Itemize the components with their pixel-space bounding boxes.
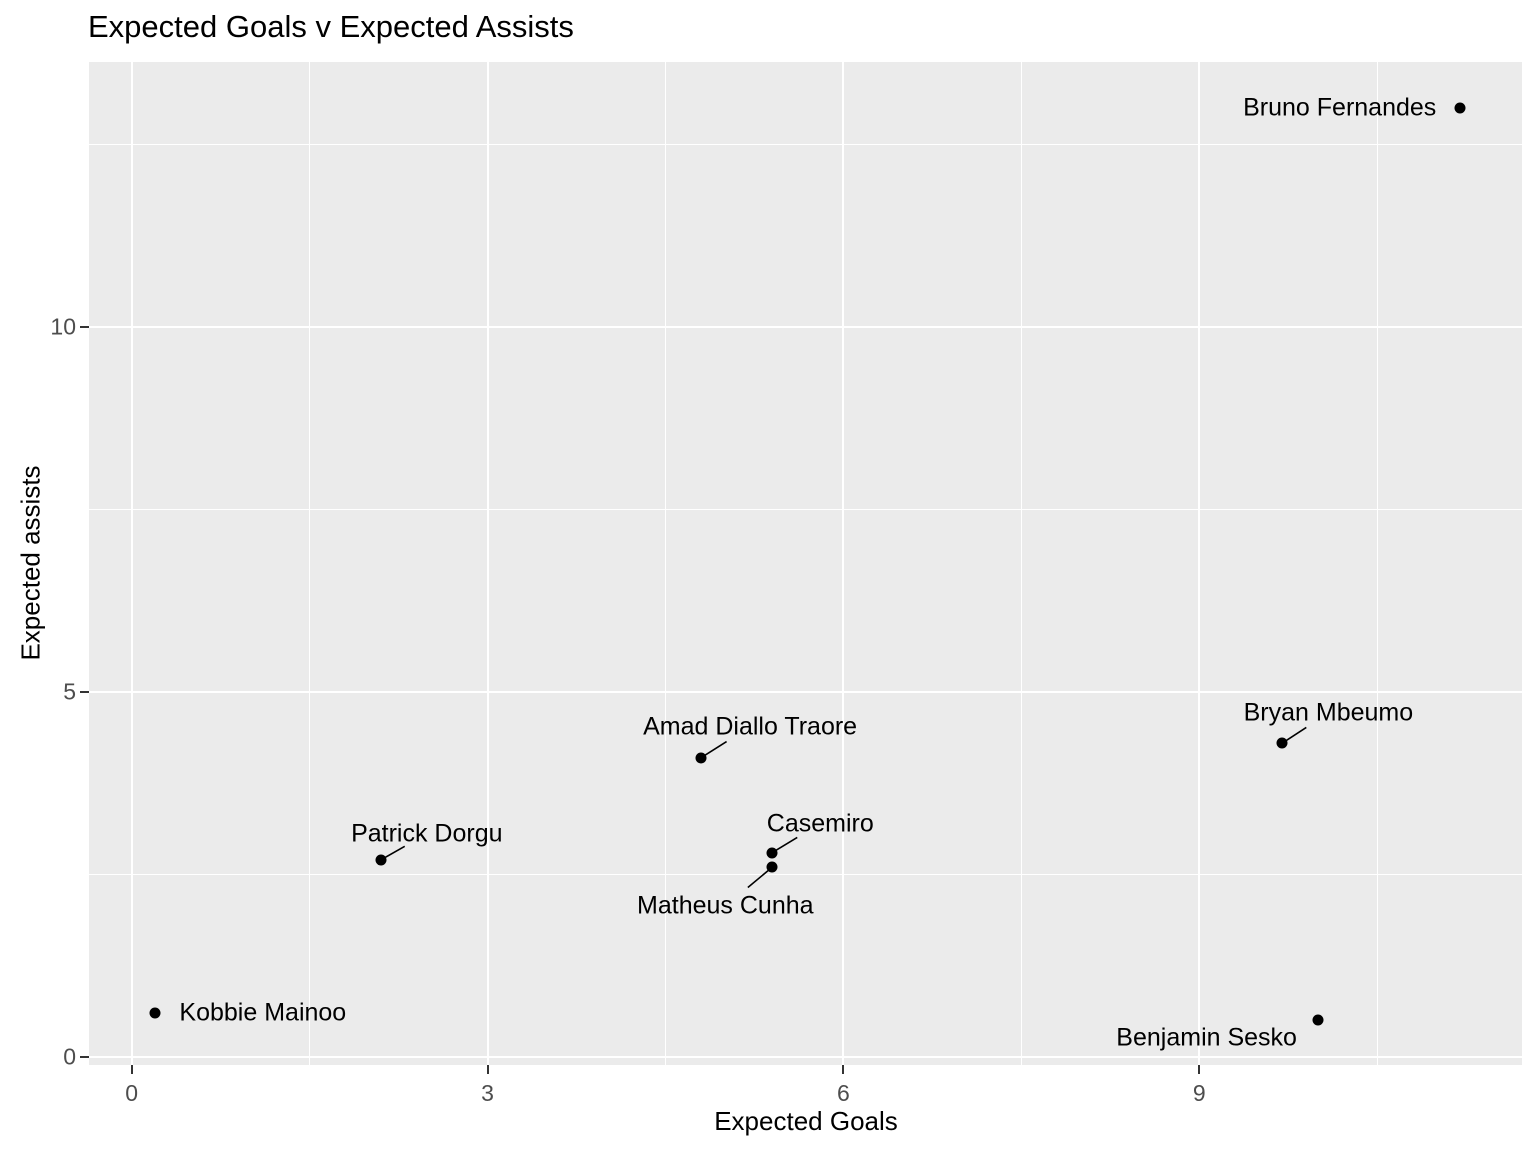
x-minor-gridline [1376, 62, 1378, 1065]
x-major-gridline [842, 62, 845, 1065]
data-point [695, 752, 707, 764]
point-label: Bruno Fernandes [1243, 93, 1437, 122]
y-axis-tick-label: 5 [63, 678, 76, 705]
x-axis-title: Expected Goals [714, 1106, 898, 1136]
y-major-gridline [89, 1055, 1522, 1058]
x-major-gridline [130, 62, 133, 1065]
x-major-gridline [1198, 62, 1201, 1065]
y-minor-gridline [89, 143, 1522, 145]
data-point [766, 847, 778, 859]
y-axis-tick [80, 325, 89, 328]
point-label: Matheus Cunha [637, 891, 814, 920]
data-point [766, 861, 778, 873]
chart-title: Expected Goals v Expected Assists [88, 9, 574, 44]
x-major-gridline [486, 62, 489, 1065]
data-point [1276, 737, 1288, 749]
x-minor-gridline [665, 62, 667, 1065]
point-label: Patrick Dorgu [351, 819, 503, 848]
x-axis-tick-label: 6 [837, 1080, 850, 1106]
y-axis-tick [80, 1055, 89, 1058]
data-point [375, 854, 387, 866]
x-axis-tick-label: 3 [481, 1080, 494, 1106]
x-minor-gridline [309, 62, 311, 1065]
y-axis-tick-label: 10 [50, 313, 76, 340]
point-label: Benjamin Sesko [1116, 1023, 1297, 1052]
data-point [1454, 102, 1466, 114]
data-point [149, 1007, 161, 1019]
y-axis-title: Expected assists [15, 465, 46, 661]
y-axis-tick [80, 690, 89, 693]
x-axis-tick-label: 9 [1192, 1080, 1206, 1106]
y-major-gridline [89, 325, 1522, 328]
data-point [1312, 1014, 1324, 1026]
point-label: Kobbie Mainoo [179, 998, 347, 1027]
y-axis-tick-label: 0 [63, 1043, 76, 1070]
point-label: Casemiro [766, 809, 874, 838]
x-minor-gridline [1020, 62, 1022, 1065]
x-axis-tick [130, 1065, 133, 1074]
x-axis-tick [842, 1065, 845, 1074]
y-minor-gridline [89, 508, 1522, 510]
plot-panel [89, 62, 1522, 1065]
x-axis-tick [486, 1065, 489, 1074]
x-axis-tick-label: 0 [125, 1080, 139, 1106]
point-label: Bryan Mbeumo [1243, 698, 1414, 727]
y-minor-gridline [89, 873, 1522, 875]
y-major-gridline [89, 690, 1522, 693]
point-label: Amad Diallo Traore [643, 712, 858, 741]
x-axis-tick [1198, 1065, 1201, 1074]
